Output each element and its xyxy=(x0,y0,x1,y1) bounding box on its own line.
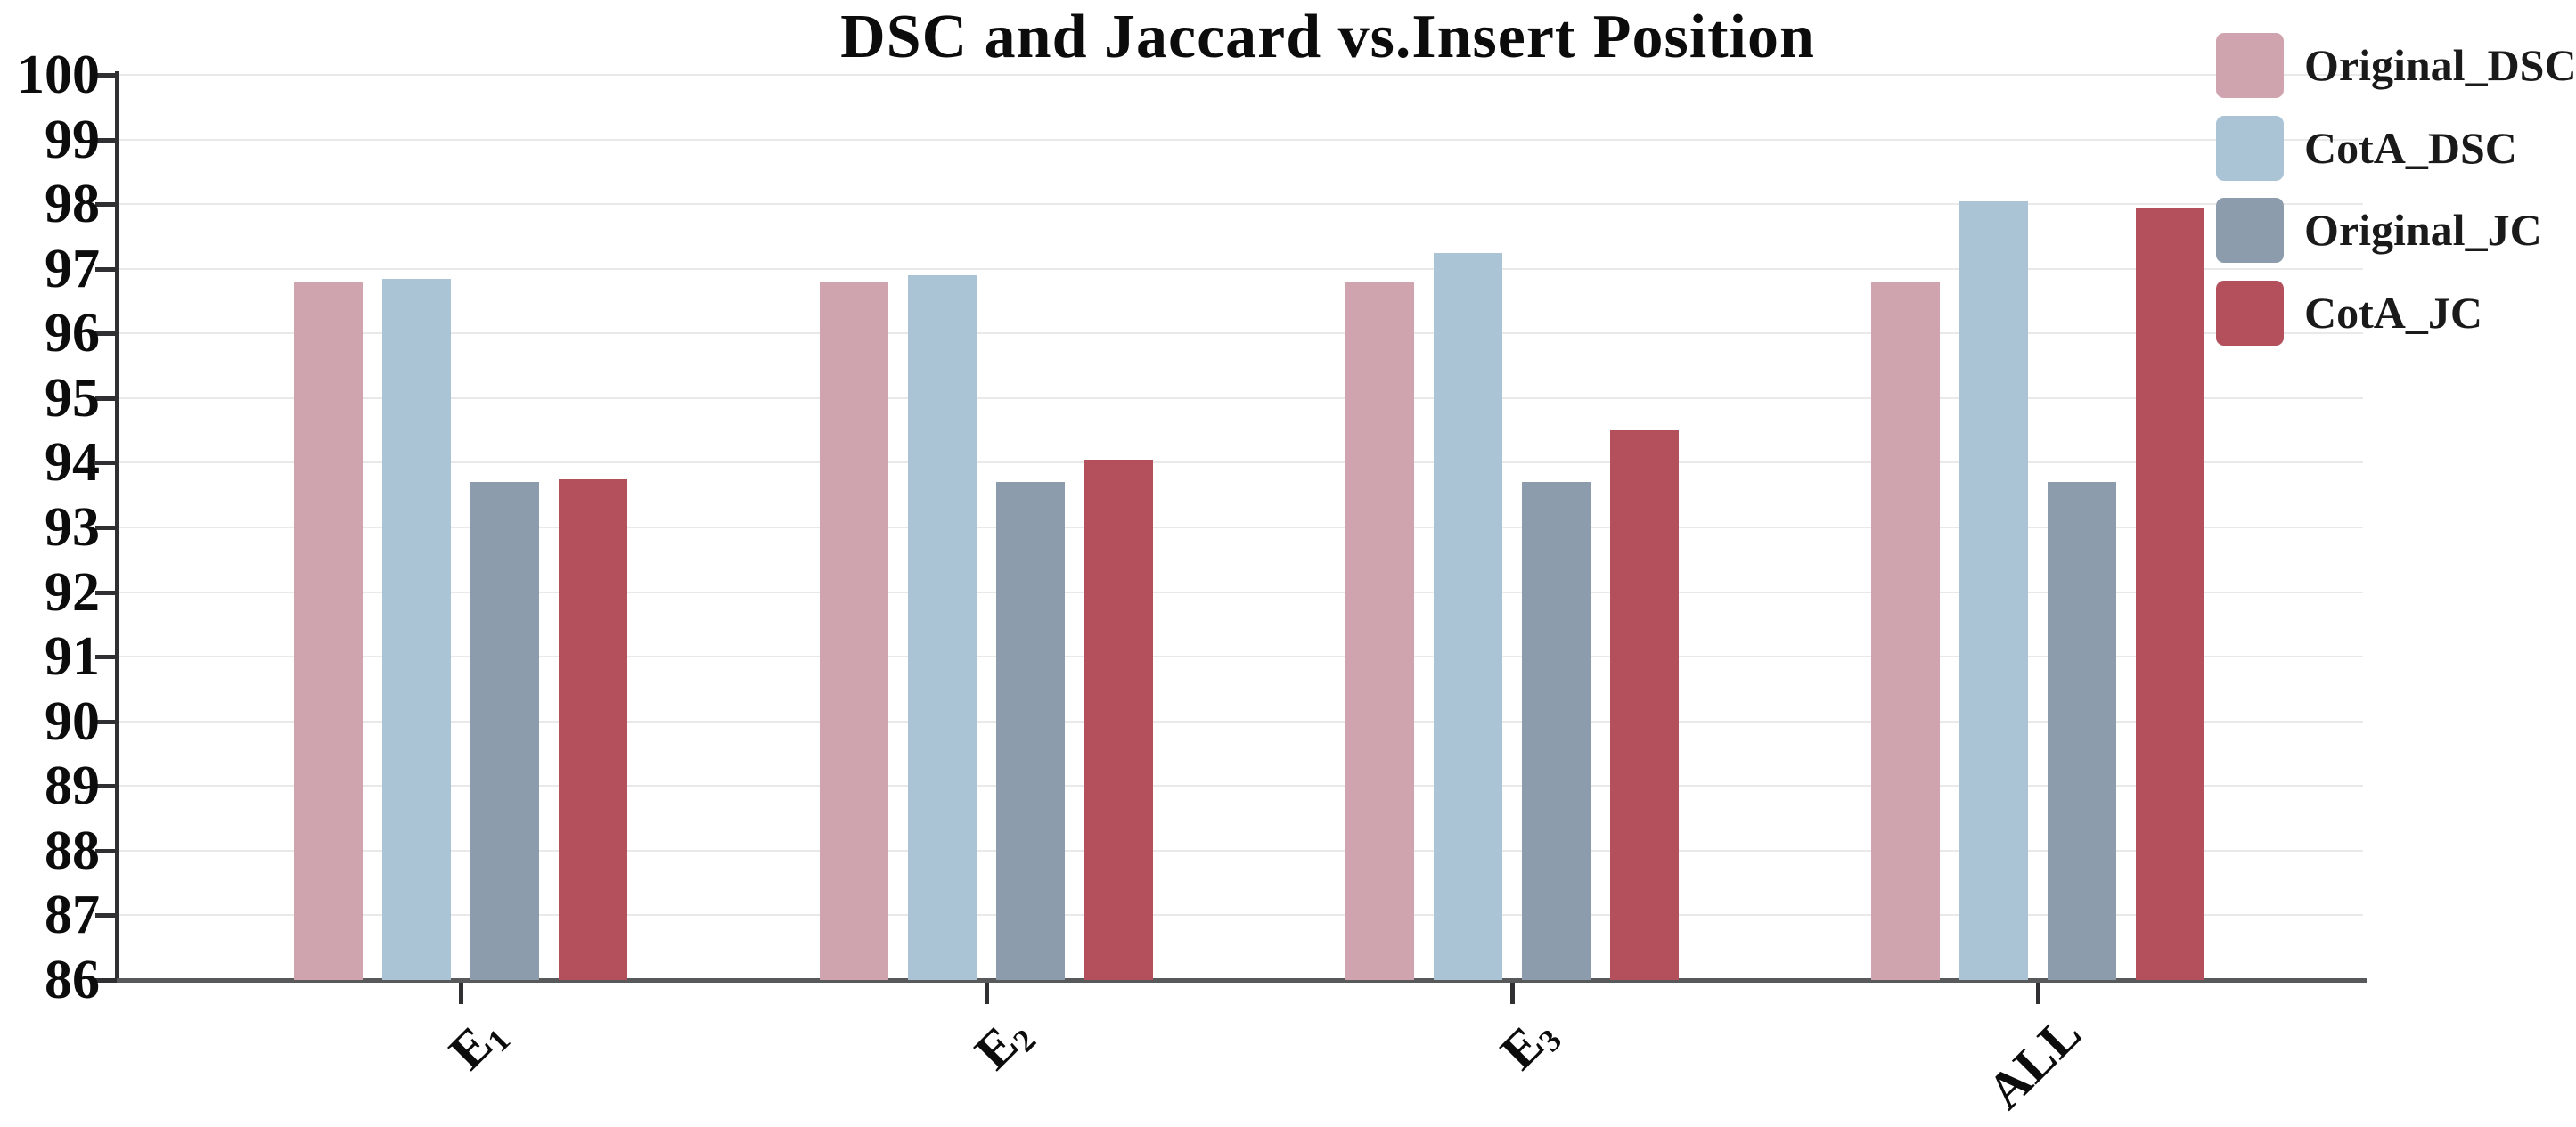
y-axis-spine xyxy=(115,71,119,983)
legend-label-Original_DSC: Original_DSC xyxy=(2304,40,2576,90)
gridline-y-100 xyxy=(119,74,2363,76)
bar-Original_DSC-E3 xyxy=(1345,282,1414,980)
y-tick-label-97: 97 xyxy=(45,238,100,299)
bar-CotA_DSC-E1 xyxy=(382,278,451,980)
legend-swatch-CotA_JC xyxy=(2216,281,2284,346)
x-tick-label-E2: E2 xyxy=(963,1003,1043,1083)
y-tick-label-92: 92 xyxy=(45,561,100,623)
y-tick-100 xyxy=(95,73,117,78)
bar-Original_DSC-ALL xyxy=(1871,282,1940,980)
x-tick-label-ALL: ALL xyxy=(1975,1003,2093,1121)
gridline-y-97 xyxy=(119,267,2363,270)
legend-swatch-Original_JC xyxy=(2216,198,2284,263)
y-tick-label-87: 87 xyxy=(45,885,100,946)
y-tick-90 xyxy=(95,719,117,724)
gridline-y-89 xyxy=(119,785,2363,788)
y-tick-87 xyxy=(95,913,117,919)
gridline-y-98 xyxy=(119,203,2363,206)
y-tick-95 xyxy=(95,396,117,401)
y-tick-96 xyxy=(95,331,117,337)
gridline-y-99 xyxy=(119,138,2363,141)
x-tick-E1 xyxy=(459,983,463,1004)
bar-Original_JC-E2 xyxy=(996,482,1065,980)
y-tick-97 xyxy=(95,266,117,272)
bar-Original_JC-E1 xyxy=(470,482,539,980)
gridline-y-94 xyxy=(119,461,2363,464)
y-tick-label-94: 94 xyxy=(45,432,100,494)
legend-label-Original_JC: Original_JC xyxy=(2304,205,2542,255)
y-tick-88 xyxy=(95,848,117,853)
chart-title: DSC and Jaccard vs.Insert Position xyxy=(840,3,1815,71)
y-tick-label-91: 91 xyxy=(45,626,100,688)
bar-Original_DSC-E1 xyxy=(294,282,363,980)
x-tick-E3 xyxy=(1510,983,1515,1004)
x-tick-ALL xyxy=(2036,983,2040,1004)
y-tick-label-99: 99 xyxy=(45,109,100,170)
y-tick-label-88: 88 xyxy=(45,820,100,881)
y-tick-86 xyxy=(95,978,117,983)
y-tick-label-90: 90 xyxy=(45,690,100,752)
y-tick-91 xyxy=(95,655,117,660)
bar-CotA_DSC-ALL xyxy=(1959,200,2028,980)
y-tick-label-100: 100 xyxy=(17,45,100,105)
legend-swatch-Original_DSC xyxy=(2216,33,2284,98)
y-tick-93 xyxy=(95,526,117,530)
y-tick-label-95: 95 xyxy=(45,367,100,429)
x-tick-label-base: ALL xyxy=(1975,1003,2092,1121)
x-tick-label-E1: E1 xyxy=(438,1003,518,1083)
bar-CotA_JC-E3 xyxy=(1610,430,1679,980)
bar-CotA_JC-E1 xyxy=(559,478,627,980)
y-tick-label-86: 86 xyxy=(45,950,100,1010)
bar-CotA_JC-E2 xyxy=(1084,459,1153,980)
bar-Original_JC-ALL xyxy=(2048,482,2116,980)
y-tick-94 xyxy=(95,461,117,466)
x-tick-label-E3: E3 xyxy=(1489,1003,1569,1083)
legend-label-CotA_JC: CotA_JC xyxy=(2304,288,2482,338)
legend-swatch-CotA_DSC xyxy=(2216,116,2284,181)
bar-Original_JC-E3 xyxy=(1522,482,1591,980)
y-tick-98 xyxy=(95,202,117,208)
gridline-y-93 xyxy=(119,527,2363,528)
y-tick-92 xyxy=(95,590,117,595)
y-tick-label-98: 98 xyxy=(45,174,100,235)
y-tick-label-89: 89 xyxy=(45,755,100,817)
y-tick-label-93: 93 xyxy=(45,497,100,558)
gridline-y-87 xyxy=(119,914,2363,917)
gridline-y-88 xyxy=(119,849,2363,852)
gridline-y-91 xyxy=(119,656,2363,658)
gridline-y-96 xyxy=(119,332,2363,335)
y-tick-label-96: 96 xyxy=(45,303,100,364)
legend-label-CotA_DSC: CotA_DSC xyxy=(2304,123,2517,173)
gridline-y-90 xyxy=(119,720,2363,723)
bar-Original_DSC-E2 xyxy=(820,282,888,980)
x-axis-spine xyxy=(115,978,2367,983)
gridline-y-95 xyxy=(119,396,2363,399)
gridline-y-92 xyxy=(119,591,2363,593)
bar-CotA_DSC-E2 xyxy=(908,274,977,980)
bar-CotA_JC-ALL xyxy=(2136,207,2204,980)
x-tick-E2 xyxy=(985,983,989,1004)
bar-CotA_DSC-E3 xyxy=(1434,252,1502,980)
y-tick-89 xyxy=(95,784,117,789)
y-tick-99 xyxy=(95,137,117,143)
